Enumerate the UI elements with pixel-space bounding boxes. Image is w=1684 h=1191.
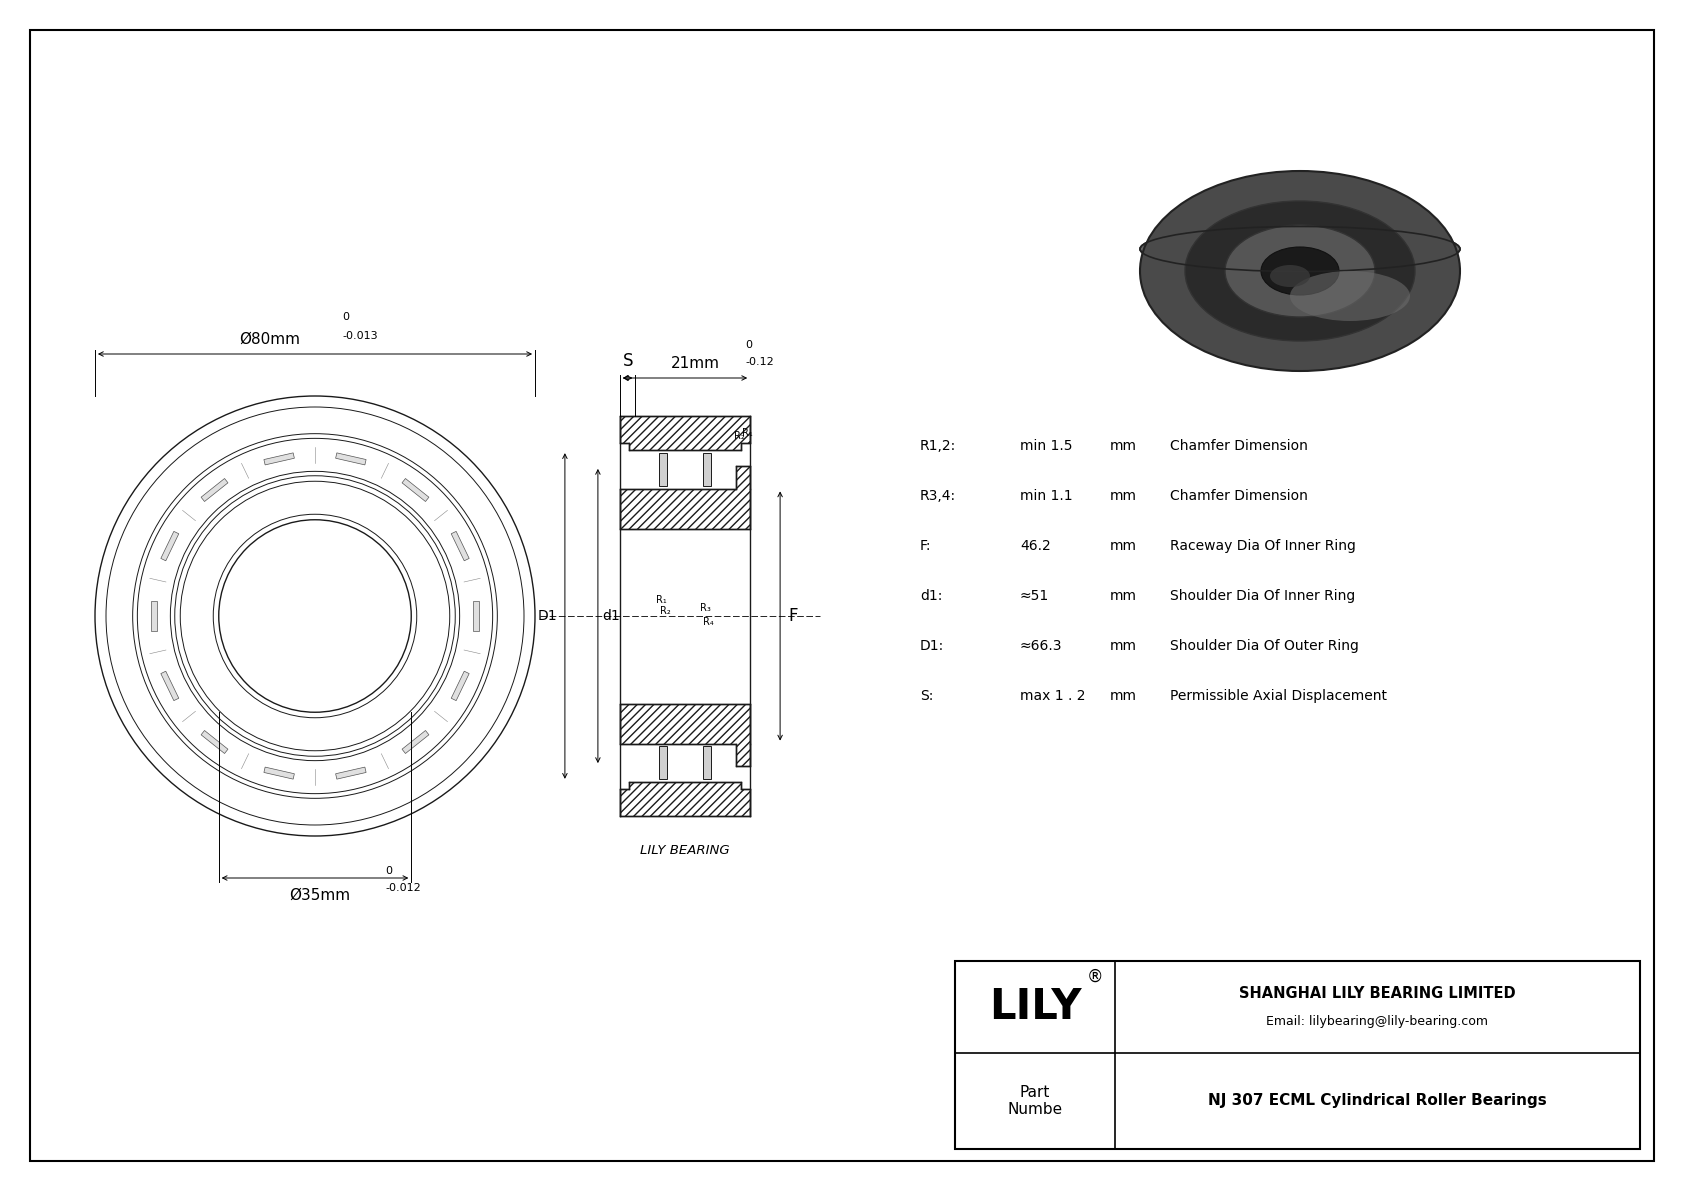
Bar: [702, 453, 711, 486]
Text: R₁: R₁: [657, 596, 667, 605]
Text: S: S: [623, 353, 633, 370]
Text: S:: S:: [919, 690, 933, 703]
Bar: [152, 601, 157, 631]
Text: -0.12: -0.12: [744, 357, 773, 367]
Circle shape: [219, 519, 411, 712]
Text: Raceway Dia Of Inner Ring: Raceway Dia Of Inner Ring: [1170, 540, 1356, 553]
Text: mm: mm: [1110, 540, 1137, 553]
Text: F:: F:: [919, 540, 931, 553]
Bar: [660, 746, 667, 779]
Text: mm: mm: [1110, 640, 1137, 653]
Text: R₄: R₄: [704, 617, 714, 626]
Bar: [335, 767, 365, 779]
Bar: [473, 601, 478, 631]
Text: min 1.1: min 1.1: [1021, 490, 1073, 503]
Polygon shape: [620, 781, 749, 816]
Bar: [335, 453, 365, 464]
Bar: [264, 767, 295, 779]
Text: Shoulder Dia Of Outer Ring: Shoulder Dia Of Outer Ring: [1170, 640, 1359, 653]
Text: mm: mm: [1110, 439, 1137, 453]
Text: mm: mm: [1110, 590, 1137, 603]
Text: SHANGHAI LILY BEARING LIMITED: SHANGHAI LILY BEARING LIMITED: [1239, 985, 1516, 1000]
Polygon shape: [620, 704, 749, 766]
Text: R₂: R₂: [734, 431, 744, 441]
Text: ≈51: ≈51: [1021, 590, 1049, 603]
Text: ≈66.3: ≈66.3: [1021, 640, 1063, 653]
Ellipse shape: [1186, 201, 1415, 341]
Text: d1:: d1:: [919, 590, 943, 603]
Text: -0.012: -0.012: [386, 883, 421, 893]
Text: 0: 0: [342, 312, 349, 322]
Bar: [264, 453, 295, 464]
Text: Ø35mm: Ø35mm: [290, 888, 350, 903]
Text: Chamfer Dimension: Chamfer Dimension: [1170, 490, 1308, 503]
Text: mm: mm: [1110, 690, 1137, 703]
Text: D1:: D1:: [919, 640, 945, 653]
Text: R3,4:: R3,4:: [919, 490, 957, 503]
Text: R₁: R₁: [741, 429, 753, 438]
Text: R₂: R₂: [660, 606, 670, 616]
Text: Shoulder Dia Of Inner Ring: Shoulder Dia Of Inner Ring: [1170, 590, 1356, 603]
Text: 46.2: 46.2: [1021, 540, 1051, 553]
Text: 21mm: 21mm: [670, 356, 719, 372]
Bar: [162, 672, 179, 700]
Bar: [451, 672, 470, 700]
Text: 0: 0: [744, 339, 753, 350]
Ellipse shape: [1261, 247, 1339, 295]
Ellipse shape: [1140, 172, 1460, 372]
Text: max 1 . 2: max 1 . 2: [1021, 690, 1086, 703]
Bar: [162, 531, 179, 561]
Text: mm: mm: [1110, 490, 1137, 503]
Bar: [402, 730, 429, 754]
Text: min 1.5: min 1.5: [1021, 439, 1073, 453]
Bar: [702, 746, 711, 779]
Text: Ø80mm: Ø80mm: [239, 332, 300, 347]
Polygon shape: [620, 466, 749, 529]
Bar: [200, 730, 227, 754]
Text: Email: lilybearing@lily-bearing.com: Email: lilybearing@lily-bearing.com: [1266, 1015, 1489, 1028]
Text: 0: 0: [386, 866, 392, 877]
Text: R1,2:: R1,2:: [919, 439, 957, 453]
Text: -0.013: -0.013: [342, 331, 377, 341]
Bar: [200, 479, 227, 501]
Text: Chamfer Dimension: Chamfer Dimension: [1170, 439, 1308, 453]
Text: LILY: LILY: [989, 986, 1081, 1028]
Bar: [402, 479, 429, 501]
Text: LILY BEARING: LILY BEARING: [640, 844, 729, 858]
Ellipse shape: [1270, 266, 1310, 287]
Bar: [660, 453, 667, 486]
Text: F: F: [788, 607, 798, 625]
Text: Permissible Axial Displacement: Permissible Axial Displacement: [1170, 690, 1388, 703]
Text: D1: D1: [537, 609, 557, 623]
Bar: [451, 531, 470, 561]
Ellipse shape: [1140, 226, 1460, 272]
Text: Part
Numbe: Part Numbe: [1007, 1085, 1063, 1117]
Ellipse shape: [1290, 272, 1410, 322]
Text: R₃: R₃: [701, 603, 711, 613]
Ellipse shape: [1224, 225, 1376, 317]
Text: ®: ®: [1086, 968, 1103, 986]
Text: d1: d1: [601, 609, 620, 623]
Polygon shape: [620, 416, 749, 450]
Text: NJ 307 ECML Cylindrical Roller Bearings: NJ 307 ECML Cylindrical Roller Bearings: [1207, 1093, 1548, 1109]
